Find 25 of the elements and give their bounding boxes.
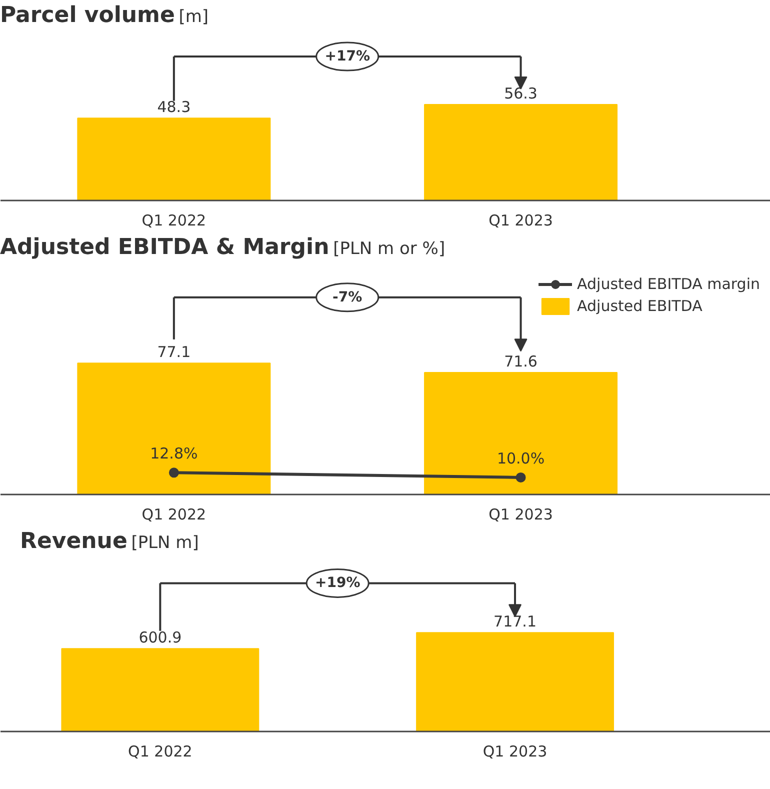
text: +19% bbox=[314, 575, 360, 592]
data-label: 10.0% bbox=[496, 449, 545, 468]
chart-subtitle: [PLN m or %] bbox=[333, 239, 446, 259]
x-tick-label: Q1 2022 bbox=[142, 506, 206, 524]
data-label: 600.9 bbox=[138, 628, 182, 647]
text: +17% bbox=[324, 48, 370, 64]
text: -7% bbox=[332, 289, 362, 306]
legend-label: Adjusted EBITDA margin bbox=[577, 275, 760, 293]
data-label: 77.1 bbox=[157, 343, 191, 362]
data-label: 71.6 bbox=[504, 352, 538, 370]
x-tick-label: Q1 2023 bbox=[488, 506, 553, 524]
legend-label: Adjusted EBITDA bbox=[577, 297, 702, 315]
data-label: 56.3 bbox=[504, 84, 538, 102]
x-tick-label: Q1 2023 bbox=[482, 742, 548, 760]
data-label: 48.3 bbox=[157, 98, 191, 116]
chart-subtitle: [PLN m] bbox=[131, 533, 199, 553]
chart-title: Revenue bbox=[20, 529, 128, 554]
chart-title: Adjusted EBITDA & Margin bbox=[0, 235, 330, 260]
x-tick-label: Q1 2022 bbox=[128, 742, 192, 760]
data-label: 717.1 bbox=[494, 612, 536, 631]
chart-title: Parcel volume bbox=[0, 3, 175, 28]
x-tick-label: Q1 2023 bbox=[488, 212, 553, 230]
chart-subtitle: [m] bbox=[178, 7, 209, 27]
x-tick-label: Q1 2022 bbox=[142, 212, 206, 230]
data-label: 12.8% bbox=[150, 444, 198, 463]
